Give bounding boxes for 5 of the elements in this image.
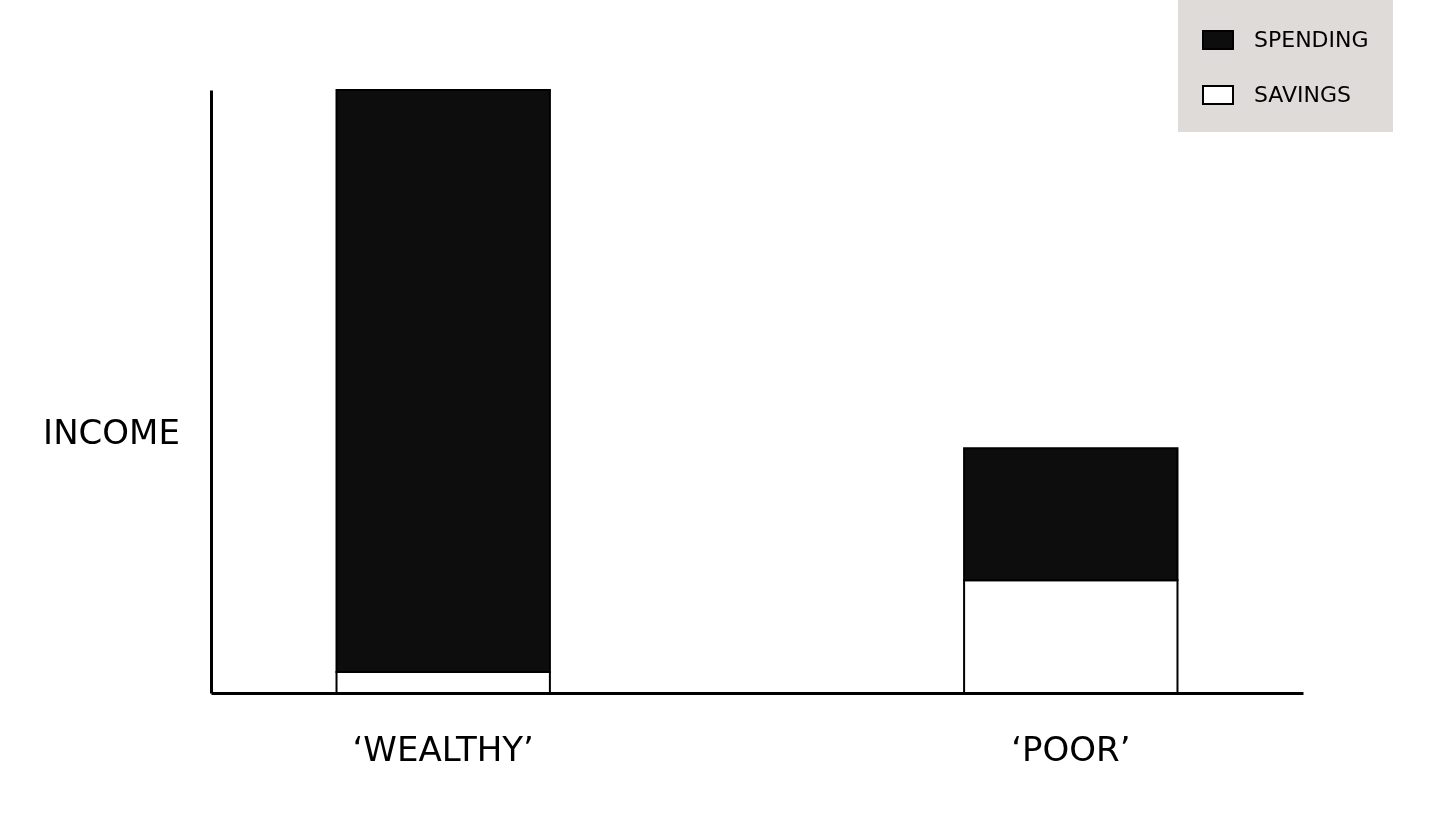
- legend-label: SAVINGS: [1254, 82, 1352, 107]
- x-tick-label: ‘WEALTHY’: [352, 728, 534, 769]
- x-tick-label: ‘POOR’: [1011, 728, 1131, 769]
- legend-label: SPENDING: [1254, 27, 1369, 52]
- y-axis-title: INCOME: [43, 411, 180, 452]
